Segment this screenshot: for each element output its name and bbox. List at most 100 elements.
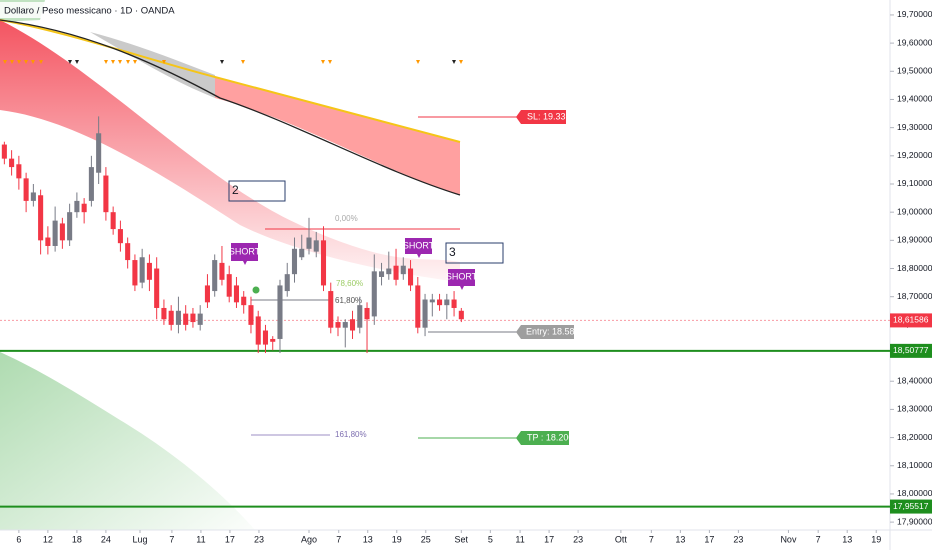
fib-label: 161,80% [335, 430, 367, 439]
y-tick-label: 18,20000 [897, 432, 932, 442]
short-label: SHORT [446, 271, 478, 281]
y-tick-label: 18,40000 [897, 375, 932, 385]
y-tick-label: 18,10000 [897, 460, 932, 470]
price-tag-label: 17,95517 [893, 501, 929, 511]
x-tick-label: Ago [301, 534, 317, 544]
candle-body [233, 285, 240, 303]
candle-body [313, 240, 319, 252]
candle-body [88, 167, 94, 201]
candle-body [52, 220, 58, 246]
candle-body [371, 271, 377, 317]
x-tick-label: 19 [392, 534, 402, 544]
y-tick-label: 19,00000 [897, 206, 932, 216]
candle-body [335, 322, 341, 328]
candle-body [67, 212, 73, 241]
candle-body [9, 158, 15, 168]
candle-body [270, 338, 276, 342]
y-tick-label: 19,40000 [897, 94, 932, 104]
x-tick-label: 23 [573, 534, 583, 544]
candle-body [451, 299, 457, 308]
candle-body [277, 285, 283, 339]
candle-body [190, 313, 196, 323]
x-tick-label: Lug [132, 534, 147, 544]
candle-body [299, 248, 305, 258]
y-tick-label: 19,50000 [897, 66, 932, 76]
short-label: SHORT [403, 240, 435, 250]
candle-body [161, 307, 167, 320]
candle-body [23, 178, 29, 201]
candle-body [154, 268, 160, 308]
candle-body [146, 262, 152, 280]
candle-body [103, 175, 109, 213]
candle-body [96, 133, 102, 173]
candle-body [415, 285, 421, 328]
candle-body [364, 307, 370, 320]
candle-body [378, 271, 385, 277]
candle-body [349, 319, 356, 331]
price-tag-label: 18,61586 [893, 315, 929, 325]
x-tick-label: 18 [72, 534, 82, 544]
candle-body [74, 200, 80, 213]
candle-body [429, 299, 435, 303]
markers [3, 60, 463, 64]
candle-body [212, 260, 218, 292]
x-tick-label: 11 [196, 534, 205, 544]
price-tag-label: 18,50777 [893, 345, 929, 355]
candle-body [219, 262, 225, 280]
tp-tag [516, 431, 569, 445]
candle-body [16, 164, 22, 179]
y-tick-label: 18,70000 [897, 291, 932, 301]
fib-label: 78,60% [336, 279, 363, 288]
candle-body [328, 291, 334, 328]
y-tick-label: 19,60000 [897, 37, 932, 47]
candle-body [400, 265, 406, 275]
y-tick-label: 18,30000 [897, 404, 932, 414]
pink-fill [215, 77, 460, 195]
y-tick-label: 19,30000 [897, 122, 932, 132]
short-signal [231, 243, 258, 265]
x-tick-label: 17 [704, 534, 714, 544]
x-tick-label: 13 [675, 534, 685, 544]
black-line [0, 19, 461, 196]
x-tick-label: 11 [515, 534, 524, 544]
x-tick-label: 23 [254, 534, 264, 544]
candle-body [444, 299, 450, 306]
candle-body [183, 313, 189, 325]
count-label: 3 [449, 245, 456, 259]
price-tag [890, 499, 932, 514]
x-tick-label: 23 [733, 534, 743, 544]
fib-label: 0,00% [335, 214, 358, 223]
tp-label: TP : 18.2007 [527, 432, 578, 442]
x-tick-label: 17 [544, 534, 554, 544]
x-tick-label: Set [455, 534, 469, 544]
green-area [0, 352, 255, 530]
indicators [0, 0, 461, 530]
candle-body [226, 274, 232, 297]
entry-tag [516, 325, 574, 339]
x-tick-label: 25 [421, 534, 431, 544]
sl-label: SL: 19.3391 [527, 111, 576, 121]
candle-body [38, 195, 44, 241]
price-tag [890, 343, 932, 358]
candle-body [291, 248, 298, 275]
entry-label: Entry: 18.5801 [526, 326, 585, 336]
candle-body [81, 203, 87, 213]
x-tick-label: 24 [101, 534, 111, 544]
candle-body [175, 310, 181, 325]
y-tick-label: 19,10000 [897, 178, 932, 188]
x-tick-label: 7 [649, 534, 654, 544]
x-tick-label: 13 [363, 534, 373, 544]
candle-body [110, 212, 116, 230]
orange-markers [3, 60, 463, 64]
count-box [445, 242, 504, 264]
title-bg [0, 2, 152, 18]
chart-title: Dollaro / Peso messicano · 1D · OANDA [4, 6, 175, 17]
candle-body [241, 296, 247, 306]
candle-body [262, 330, 269, 345]
candle-body [386, 268, 392, 275]
y-tick-label: 19,70000 [897, 9, 932, 19]
short-signal [405, 238, 432, 258]
black-markers [68, 60, 456, 64]
fib-label: 61,80% [335, 296, 362, 305]
